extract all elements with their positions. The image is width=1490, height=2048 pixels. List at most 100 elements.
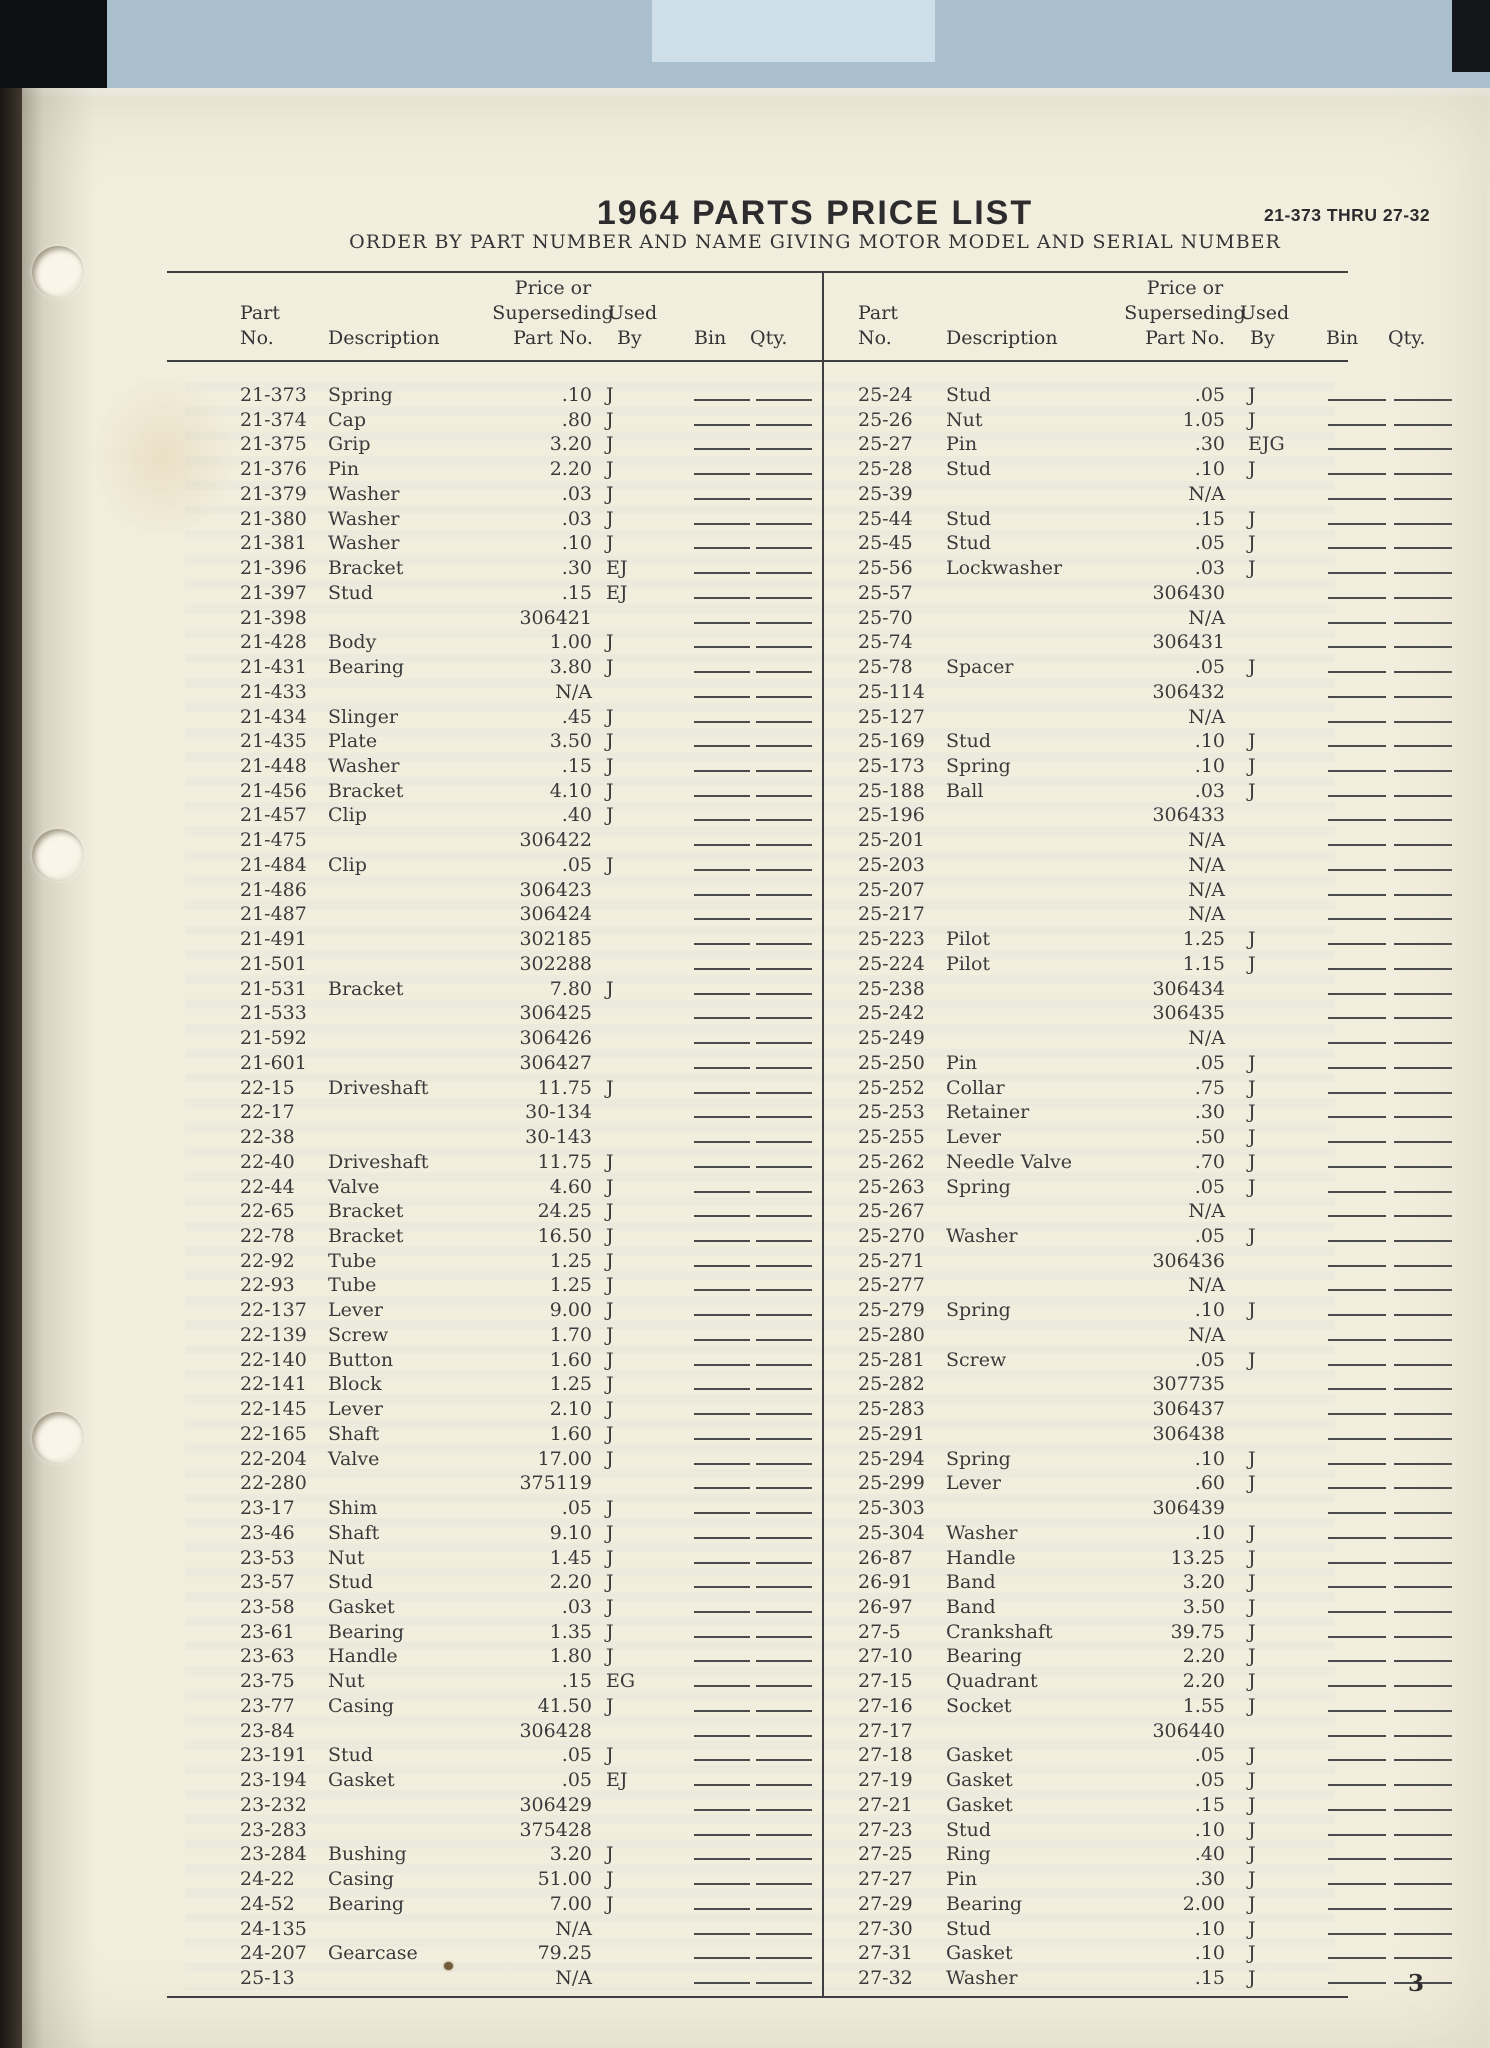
used-by: J [1248,1348,1256,1371]
table-row: 23-75 Nut .15 EG [0,1669,1490,1693]
part-description: Pin [946,1051,978,1074]
part-no: 25-223 [858,928,925,951]
part-no: 26-91 [858,1571,913,1594]
qty-blank-line [1394,1709,1452,1712]
header-qty: Qty. [750,327,788,349]
table-row: 27-29 Bearing 2.00 J [0,1892,1490,1916]
qty-blank-line [756,1635,812,1638]
bin-blank-line [1328,1017,1386,1020]
bin-blank-line [1328,1091,1386,1094]
table-row: 25-299 Lever .60 J [0,1471,1490,1495]
price-or-superseding-no: 306422 [519,829,592,852]
price-or-superseding-no: 375428 [519,1818,592,1841]
bin-blank-line [694,1709,750,1712]
qty-blank-line [1394,399,1452,401]
table-row: 25-196 306433 [0,803,1490,827]
book-spine-edge [0,88,22,2048]
table-row: 23-84 306428 [0,1719,1490,1743]
price-or-superseding-no: 1.25 [549,1249,592,1272]
qty-blank-line [756,547,812,550]
part-no: 21-491 [240,928,307,951]
bin-blank-line [694,1190,750,1193]
qty-blank-line [756,1833,812,1836]
used-by: J [606,1497,614,1520]
qty-blank-line [1394,621,1452,624]
bin-blank-line [1328,1165,1386,1168]
qty-blank-line [1394,1932,1452,1935]
price-or-superseding-no: 1.80 [549,1645,592,1668]
part-no: 25-201 [858,829,925,852]
table-row: 25-262 Needle Valve .70 J [0,1150,1490,1174]
price-or-superseding-no: N/A [1188,1274,1225,1297]
qty-blank-line [756,720,812,723]
part-no: 23-53 [240,1546,295,1569]
part-description: Tube [328,1274,377,1297]
part-description: Gasket [946,1769,1013,1792]
part-no: 25-70 [858,606,913,629]
bin-blank-line [694,1338,750,1341]
bin-blank-line [694,1388,750,1391]
part-no: 22-38 [240,1126,295,1149]
part-description: Tube [328,1249,377,1272]
table-row: 27-10 Bearing 2.20 J [0,1644,1490,1668]
qty-blank-line [1394,1091,1452,1094]
bin-blank-line [694,572,750,575]
part-description: Lever [328,1398,383,1421]
qty-blank-line [756,1561,812,1564]
header-description: Description [328,327,440,349]
table-row: 27-21 Gasket .15 J [0,1793,1490,1817]
used-by: J [1248,1892,1256,1915]
table-row: 22-78 Bracket 16.50 J [0,1224,1490,1248]
part-no: 25-277 [858,1274,925,1297]
qty-blank-line [1394,1784,1452,1787]
part-no: 21-434 [240,705,307,728]
used-by: J [606,1744,614,1767]
table-row: 27-16 Socket 1.55 J [0,1694,1490,1718]
table-row: 23-283 375428 [0,1818,1490,1842]
bin-blank-line [694,1091,750,1094]
price-or-superseding-no: .60 [1194,1472,1225,1495]
table-row: 23-63 Handle 1.80 J [0,1644,1490,1668]
part-no: 25-26 [858,408,913,431]
part-no: 25-253 [858,1101,925,1124]
bin-blank-line [1328,695,1386,698]
bin-blank-line [694,1141,750,1144]
qty-blank-line [1394,448,1452,451]
qty-blank-line [756,1734,812,1737]
header-used-by: By [1250,327,1275,349]
used-by: J [1248,1645,1256,1668]
price-or-superseding-no: N/A [1188,1200,1225,1223]
part-no: 21-456 [240,779,307,802]
table-row: 22-280 375119 [0,1471,1490,1495]
table-row: 25-224 Pilot 1.15 J [0,952,1490,976]
part-description: Button [328,1348,394,1371]
qty-blank-line [1394,1685,1452,1688]
price-or-superseding-no: N/A [1188,606,1225,629]
table-row: 22-145 Lever 2.10 J [0,1397,1490,1421]
part-description: Gasket [946,1744,1013,1767]
table-row: 21-491 302185 [0,927,1490,951]
used-by: J [606,1422,614,1445]
qty-blank-line [1394,893,1452,896]
part-no: 23-75 [240,1670,295,1693]
price-or-superseding-no: 7.80 [549,977,592,1000]
used-by: J [606,1620,614,1643]
table-row: 21-396 Bracket .30 EJ [0,556,1490,580]
qty-blank-line [756,1215,812,1218]
qty-blank-line [1394,1338,1452,1341]
price-or-superseding-no: .45 [561,705,592,728]
bin-blank-line [1328,1957,1386,1960]
part-description: Lockwasher [946,557,1063,580]
bin-blank-line [1328,399,1386,401]
used-by: J [606,656,614,679]
part-no: 23-46 [240,1521,295,1544]
bin-blank-line [1328,720,1386,723]
table-row: 25-238 306434 [0,977,1490,1001]
bin-blank-line [1328,868,1386,871]
table-row: 25-27 Pin .30 EJG [0,432,1490,456]
qty-blank-line [756,621,812,624]
table-row: 21-486 306423 [0,878,1490,902]
part-description: Spring [946,1299,1011,1322]
price-or-superseding-no: .05 [1194,1175,1225,1198]
price-or-superseding-no: 7.00 [549,1892,592,1915]
